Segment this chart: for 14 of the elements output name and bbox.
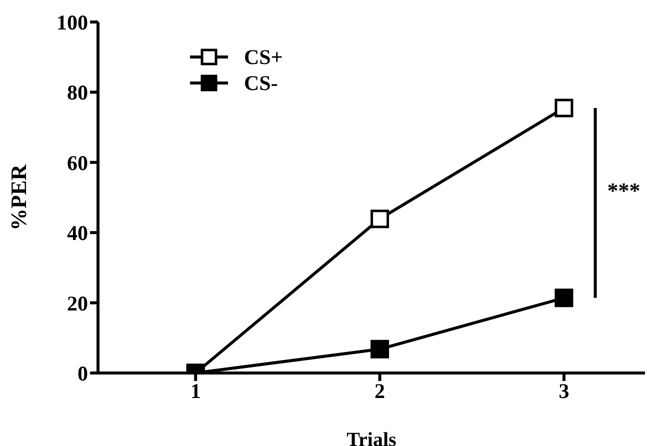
x-tick-label: 2	[374, 378, 386, 403]
y-tick-label: 0	[78, 361, 88, 386]
x-tick-label: 3	[558, 378, 570, 403]
y-tick-label: 80	[67, 80, 88, 105]
legend-label: CS+	[244, 44, 283, 70]
y-tick-label: 40	[67, 221, 88, 246]
y-tick-label: 20	[67, 291, 88, 316]
y-tick-label: 100	[56, 10, 88, 34]
x-tick-label: 1	[190, 378, 201, 403]
y-tick-label: 60	[67, 150, 88, 175]
annotation: ***	[607, 178, 640, 203]
x-axis-title: Trials	[346, 429, 397, 446]
y-axis-title: %PER	[6, 163, 31, 230]
legend-label: CS-	[244, 70, 278, 96]
